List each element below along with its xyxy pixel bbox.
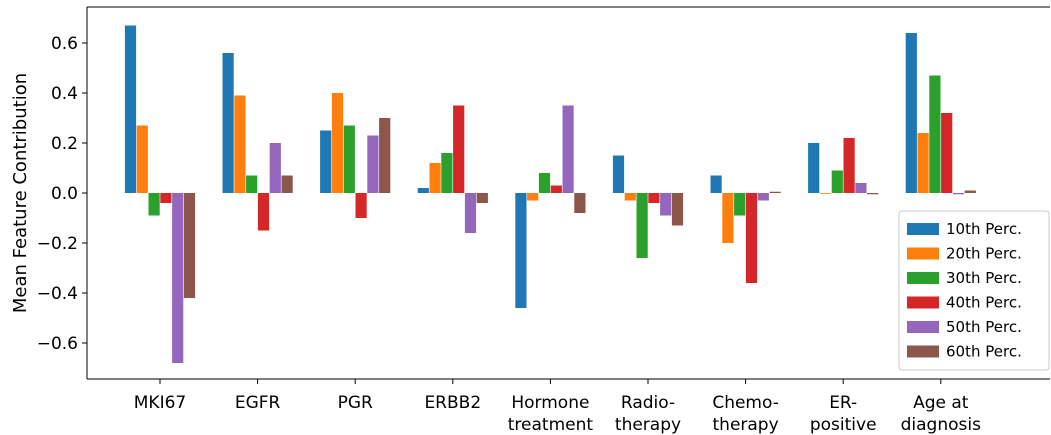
- axes-layer: [82, 6, 1050, 384]
- bar-4-2: [538, 173, 551, 193]
- x-tick-label: ER-: [829, 393, 857, 413]
- y-tick-label: 0.0: [51, 184, 78, 204]
- x-tick-label: Chemo-: [712, 393, 779, 413]
- y-tick-label: −0.2: [37, 234, 78, 254]
- legend-entry: 30th Perc.: [946, 269, 1022, 287]
- bar-5-4: [660, 193, 672, 216]
- bar-6-1: [722, 193, 734, 243]
- bar-5-5: [671, 193, 684, 226]
- y-tick-label: −0.4: [37, 284, 78, 304]
- legend-entry: 50th Perc.: [946, 318, 1022, 336]
- bar-1-1: [234, 95, 246, 193]
- bar-1-5: [281, 175, 293, 193]
- legend-entry: 60th Perc.: [946, 343, 1022, 361]
- bar-2-0: [320, 130, 332, 193]
- x-tick-label: Radio-: [621, 393, 675, 413]
- bar-1-4: [269, 143, 281, 193]
- y-tick-label: −0.6: [37, 334, 78, 354]
- bars-layer: [124, 25, 976, 363]
- bar-0-4: [172, 193, 184, 363]
- bar-7-5: [867, 193, 879, 195]
- bar-6-3: [745, 193, 758, 283]
- bar-0-2: [148, 193, 160, 216]
- x-tick-label: MKI67: [134, 393, 186, 413]
- legend-swatch: [907, 296, 939, 309]
- x-tick-label: positive: [810, 415, 877, 435]
- bar-0-3: [160, 193, 172, 203]
- legend: 10th Perc. 20th Perc. 30th Perc. 40th Perc.…: [898, 210, 1050, 371]
- legend-swatch: [907, 345, 939, 358]
- bar-3-1: [429, 163, 441, 193]
- bar-0-5: [183, 193, 196, 298]
- legend-swatch: [907, 247, 939, 260]
- bar-7-0: [808, 143, 820, 193]
- bar-0-0: [124, 25, 137, 193]
- bar-6-2: [734, 193, 746, 216]
- bar-7-1: [819, 193, 832, 194]
- y-axis-label: Mean Feature Contribution: [10, 73, 31, 313]
- bar-1-0: [222, 53, 234, 193]
- bar-5-3: [648, 193, 660, 203]
- bar-7-3: [843, 138, 855, 193]
- bar-8-2: [929, 75, 941, 193]
- labels-layer: 0.6 0.4 0.2 0.0 −0.2 −0.4 −0.6 MKI67 EGFR PGR ERBB…: [10, 34, 981, 435]
- bar-1-3: [257, 193, 270, 231]
- bar-0-1: [136, 125, 148, 193]
- bar-7-2: [831, 170, 843, 193]
- bar-8-5: [964, 190, 976, 193]
- bar-4-5: [574, 193, 586, 213]
- y-tick-label: 0.6: [51, 34, 78, 54]
- x-tick-label: EGFR: [235, 393, 281, 413]
- bar-4-1: [527, 193, 539, 201]
- bar-6-5: [769, 191, 781, 193]
- bar-6-4: [757, 193, 769, 201]
- bar-4-4: [562, 105, 574, 193]
- bar-8-0: [905, 33, 917, 193]
- x-tick-label: diagnosis: [901, 415, 981, 435]
- x-tick-label: PGR: [338, 393, 373, 413]
- bar-3-3: [453, 105, 465, 193]
- legend-entry: 10th Perc.: [946, 220, 1022, 238]
- bar-6-0: [710, 175, 722, 193]
- bar-5-0: [612, 155, 625, 193]
- x-tick-label: therapy: [615, 415, 681, 435]
- legend-swatch: [907, 223, 939, 235]
- bar-2-2: [343, 125, 355, 193]
- bar-5-1: [624, 193, 636, 201]
- bar-2-4: [367, 135, 379, 193]
- bar-8-4: [952, 193, 965, 195]
- bar-1-2: [246, 175, 258, 193]
- legend-swatch: [907, 272, 939, 284]
- x-tick-label: ERBB2: [424, 393, 481, 413]
- y-tick-label: 0.2: [51, 134, 78, 154]
- x-tick-label: treatment: [508, 415, 594, 435]
- bar-3-2: [441, 153, 453, 193]
- legend-swatch: [907, 321, 939, 333]
- legend-entry: 20th Perc.: [946, 245, 1022, 263]
- bar-3-4: [464, 193, 477, 233]
- bar-4-3: [550, 185, 562, 193]
- bar-7-4: [855, 183, 867, 193]
- x-tick-label: therapy: [713, 415, 779, 435]
- bar-4-0: [515, 193, 527, 308]
- bar-2-3: [355, 193, 367, 218]
- bar-2-1: [331, 93, 344, 193]
- x-tick-label: Hormone: [511, 393, 589, 413]
- bar-5-2: [636, 193, 648, 258]
- bar-8-1: [917, 133, 929, 193]
- y-tick-label: 0.4: [51, 84, 78, 104]
- bar-3-0: [417, 188, 429, 193]
- bar-2-5: [379, 118, 391, 193]
- x-tick-label: Age at: [913, 393, 969, 413]
- bar-3-5: [476, 193, 488, 203]
- legend-entry: 40th Perc.: [946, 294, 1022, 312]
- bar-8-3: [941, 113, 953, 193]
